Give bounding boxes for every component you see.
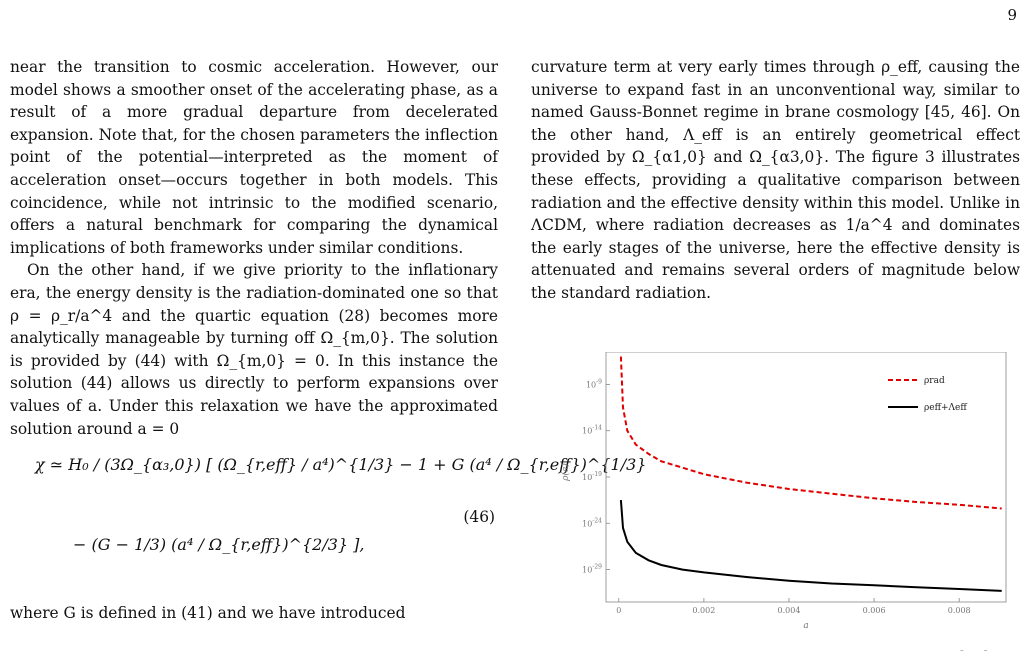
x-tick-label: 0.002	[692, 606, 715, 615]
series-eff-line	[619, 500, 1002, 592]
left-column: near the transition to cosmic accelerati…	[10, 56, 646, 625]
y-tick-label: 10-14	[582, 425, 602, 436]
right-paragraph-1: curvature term at very early times throu…	[531, 58, 1020, 302]
corner-mark: ⁻ ⁻	[960, 648, 988, 656]
equation-line-1: χ ≃ H₀ / (3Ω_{α₃,0}) [ (Ω_{r,eff} / a⁴)^…	[35, 455, 647, 475]
equation-number: (46)	[463, 508, 495, 527]
legend-label-eff: ρeff+Λeff	[924, 403, 967, 413]
density-chart: 0 0.002 0.004 0.006 0.008 10-9 10-14 10-19 10-2…	[560, 351, 1007, 631]
x-tick-label: 0.008	[948, 606, 971, 615]
page-number: 9	[1007, 6, 1017, 24]
x-axis-label: a	[803, 621, 808, 631]
y-tick-label: 10-19	[582, 471, 602, 482]
x-ticks: 0 0.002 0.004 0.006 0.008	[616, 598, 971, 615]
y-axis-label: ρ(a)	[560, 463, 571, 482]
legend-label-rad: ρrad	[924, 376, 945, 386]
right-column: curvature term at very early times throu…	[531, 56, 1020, 305]
x-tick-label: 0.004	[778, 606, 801, 615]
series-lines	[619, 356, 1002, 592]
equation-line-2: − (G − 1/3) (a⁴ / Ω_{r,eff})^{2/3} ],	[73, 535, 365, 555]
legend: ρrad ρeff+Λeff	[888, 376, 967, 413]
left-paragraph-1: near the transition to cosmic accelerati…	[10, 58, 498, 257]
y-tick-label: 10-24	[582, 517, 602, 528]
y-ticks: 10-9 10-14 10-19 10-24 10-29	[582, 378, 610, 575]
equation-46: χ ≃ H₀ / (3Ω_{α₃,0}) [ (Ω_{r,eff} / a⁴)^…	[10, 446, 646, 598]
left-paragraph-3: where G is defined in (41) and we have i…	[10, 604, 406, 623]
x-tick-label: 0	[616, 606, 621, 615]
figure-3: 0 0.002 0.004 0.006 0.008 10-9 10-14 10-19 10-2…	[560, 351, 1020, 642]
plot-frame	[605, 351, 1007, 603]
y-tick-label: 10-9	[586, 378, 602, 389]
y-tick-label: 10-29	[582, 564, 602, 575]
x-tick-label: 0.006	[863, 606, 886, 615]
left-paragraph-2: On the other hand, if we give priority t…	[10, 261, 498, 438]
